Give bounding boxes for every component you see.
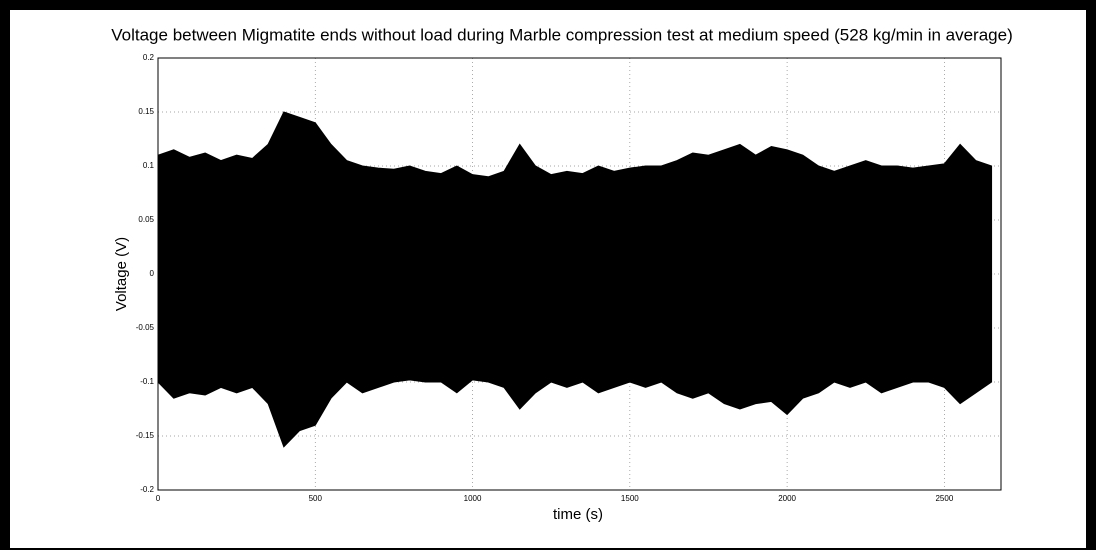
y-tick-label: -0.05 — [136, 323, 155, 332]
x-tick-label: 1500 — [621, 494, 639, 503]
y-tick-label: 0 — [150, 269, 155, 278]
y-tick-label: 0.2 — [143, 53, 155, 62]
x-axis-label: time (s) — [553, 506, 603, 523]
signal-area — [157, 111, 993, 275]
x-tick-label: 500 — [309, 494, 323, 503]
y-tick-label: -0.1 — [140, 377, 154, 386]
y-tick-label: 0.05 — [138, 215, 154, 224]
y-tick-label: 0.1 — [143, 161, 155, 170]
y-tick-label: -0.2 — [140, 485, 154, 494]
y-tick-label: -0.15 — [136, 431, 155, 440]
x-tick-label: 2500 — [935, 494, 953, 503]
x-tick-label: 2000 — [778, 494, 796, 503]
signal-area — [157, 273, 993, 448]
plot-frame — [157, 57, 1002, 491]
x-tick-label: 1000 — [464, 494, 482, 503]
x-tick-label: 0 — [156, 494, 161, 503]
y-tick-label: 0.15 — [138, 107, 154, 116]
y-axis-label: Voltage (V) — [113, 237, 130, 311]
chart-title: Voltage between Migmatite ends without l… — [111, 25, 1013, 44]
